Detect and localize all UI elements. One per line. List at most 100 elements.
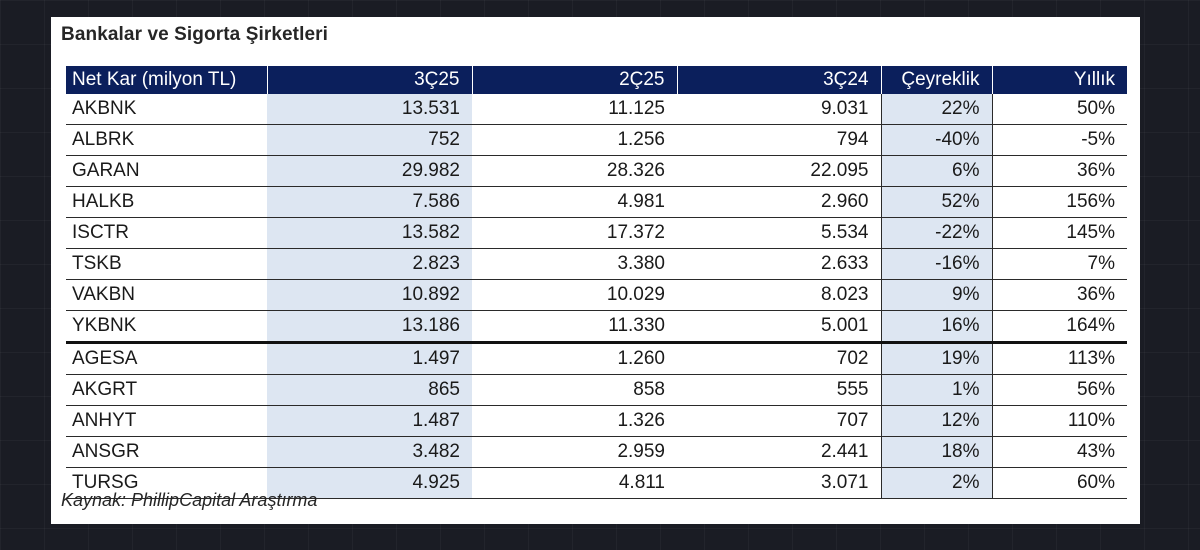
q2-25-cell: 3.380 [472,248,677,280]
q3-25-cell: 3.482 [267,436,472,468]
header-yearly: Yıllık [992,66,1127,94]
quarterly-change-cell: -40% [880,124,993,156]
q2-25-cell: 1.256 [472,124,677,156]
q3-25-cell: 13.186 [267,310,472,344]
source-note: Kaynak: PhillipCapital Araştırma [61,490,318,510]
quarterly-change-cell: -22% [880,217,993,249]
q2-25-cell: 11.125 [472,94,677,125]
quarterly-change-cell: 12% [880,405,993,437]
quarterly-change-cell: 9% [880,279,993,311]
table-row: HALKB 7.586 4.981 2.960 52% 156% [66,186,1127,218]
quarterly-change-cell: 19% [880,342,993,375]
q3-24-cell: 702 [677,342,881,375]
company-cell: TURSG [66,467,267,499]
quarterly-change-cell: -16% [880,248,993,280]
company-cell: YKBNK [66,310,267,344]
table-row: TSKB 2.823 3.380 2.633 -16% 7% [66,248,1127,280]
q3-25-cell: 752 [267,124,472,156]
table-row: ANSGR 3.482 2.959 2.441 18% 43% [66,436,1127,468]
q3-25-cell: 1.487 [267,405,472,437]
table-body: AKBNK 13.531 11.125 9.031 22% 50% ALBRK 752 1.25… [66,94,1127,499]
yearly-change-cell: 50% [992,94,1127,125]
q3-25-cell: 7.586 [267,186,472,218]
company-cell: ANHYT [66,405,267,437]
q2-25-cell: 4.811 [472,467,677,499]
q3-24-cell: 5.001 [677,310,881,344]
q3-24-cell: 2.441 [677,436,881,468]
q3-24-cell: 794 [677,124,881,156]
yearly-change-cell: -5% [992,124,1127,156]
yearly-change-cell: 43% [992,436,1127,468]
q3-24-cell: 9.031 [677,94,881,125]
yearly-change-cell: 56% [992,374,1127,406]
table-row: ISCTR 13.582 17.372 5.534 -22% 145% [66,217,1127,249]
table-row: AGESA 1.497 1.260 702 19% 113% [66,342,1127,375]
quarterly-change-cell: 52% [880,186,993,218]
quarterly-change-cell: 6% [880,155,993,187]
table-row: TURSG 4.925 4.811 3.071 2% 60% [66,467,1127,499]
company-cell: TSKB [66,248,267,280]
yearly-change-cell: 36% [992,155,1127,187]
q3-24-cell: 22.095 [677,155,881,187]
q2-25-cell: 2.959 [472,436,677,468]
yearly-change-cell: 113% [992,342,1127,375]
header-3q25: 3Ç25 [267,66,473,94]
company-cell: ANSGR [66,436,267,468]
q3-24-cell: 2.633 [677,248,881,280]
report-card: Bankalar ve Sigorta Şirketleri Net Kar (… [51,17,1140,524]
q2-25-cell: 858 [472,374,677,406]
quarterly-change-cell: 18% [880,436,993,468]
q3-24-cell: 2.960 [677,186,881,218]
table-row: GARAN 29.982 28.326 22.095 6% 36% [66,155,1127,187]
q3-25-cell: 10.892 [267,279,472,311]
q2-25-cell: 1.260 [472,342,677,375]
q3-24-cell: 5.534 [677,217,881,249]
q3-24-cell: 8.023 [677,279,881,311]
table-title: Bankalar ve Sigorta Şirketleri [61,24,329,45]
q2-25-cell: 1.326 [472,405,677,437]
q3-24-cell: 555 [677,374,881,406]
q2-25-cell: 4.981 [472,186,677,218]
header-company: Net Kar (milyon TL) [66,66,268,94]
table-row: ANHYT 1.487 1.326 707 12% 110% [66,405,1127,437]
profit-table: Net Kar (milyon TL) 3Ç25 2Ç25 3Ç24 Çeyre… [66,66,1127,499]
company-cell: AGESA [66,342,267,375]
quarterly-change-cell: 22% [880,94,993,125]
yearly-change-cell: 145% [992,217,1127,249]
company-cell: VAKBN [66,279,267,311]
q3-25-cell: 2.823 [267,248,472,280]
q3-24-cell: 3.071 [677,467,881,499]
table-row: VAKBN 10.892 10.029 8.023 9% 36% [66,279,1127,311]
company-cell: AKGRT [66,374,267,406]
q2-25-cell: 28.326 [472,155,677,187]
yearly-change-cell: 110% [992,405,1127,437]
q3-25-cell: 13.582 [267,217,472,249]
q3-25-cell: 865 [267,374,472,406]
quarterly-change-cell: 2% [880,467,993,499]
table-row: AKGRT 865 858 555 1% 56% [66,374,1127,406]
company-cell: AKBNK [66,94,267,125]
q2-25-cell: 10.029 [472,279,677,311]
table-row: YKBNK 13.186 11.330 5.001 16% 164% [66,310,1127,344]
header-3q24: 3Ç24 [677,66,882,94]
q2-25-cell: 17.372 [472,217,677,249]
q2-25-cell: 11.330 [472,310,677,344]
yearly-change-cell: 7% [992,248,1127,280]
table-row: ALBRK 752 1.256 794 -40% -5% [66,124,1127,156]
yearly-change-cell: 164% [992,310,1127,344]
q3-25-cell: 1.497 [267,342,472,375]
company-cell: GARAN [66,155,267,187]
quarterly-change-cell: 16% [880,310,993,344]
header-2q25: 2Ç25 [472,66,678,94]
company-cell: ALBRK [66,124,267,156]
q3-25-cell: 29.982 [267,155,472,187]
q3-25-cell: 4.925 [267,467,472,499]
table-header-row: Net Kar (milyon TL) 3Ç25 2Ç25 3Ç24 Çeyre… [66,66,1127,94]
yearly-change-cell: 60% [992,467,1127,499]
yearly-change-cell: 156% [992,186,1127,218]
header-quarterly: Çeyreklik [881,66,993,94]
yearly-change-cell: 36% [992,279,1127,311]
company-cell: ISCTR [66,217,267,249]
q3-24-cell: 707 [677,405,881,437]
company-cell: HALKB [66,186,267,218]
